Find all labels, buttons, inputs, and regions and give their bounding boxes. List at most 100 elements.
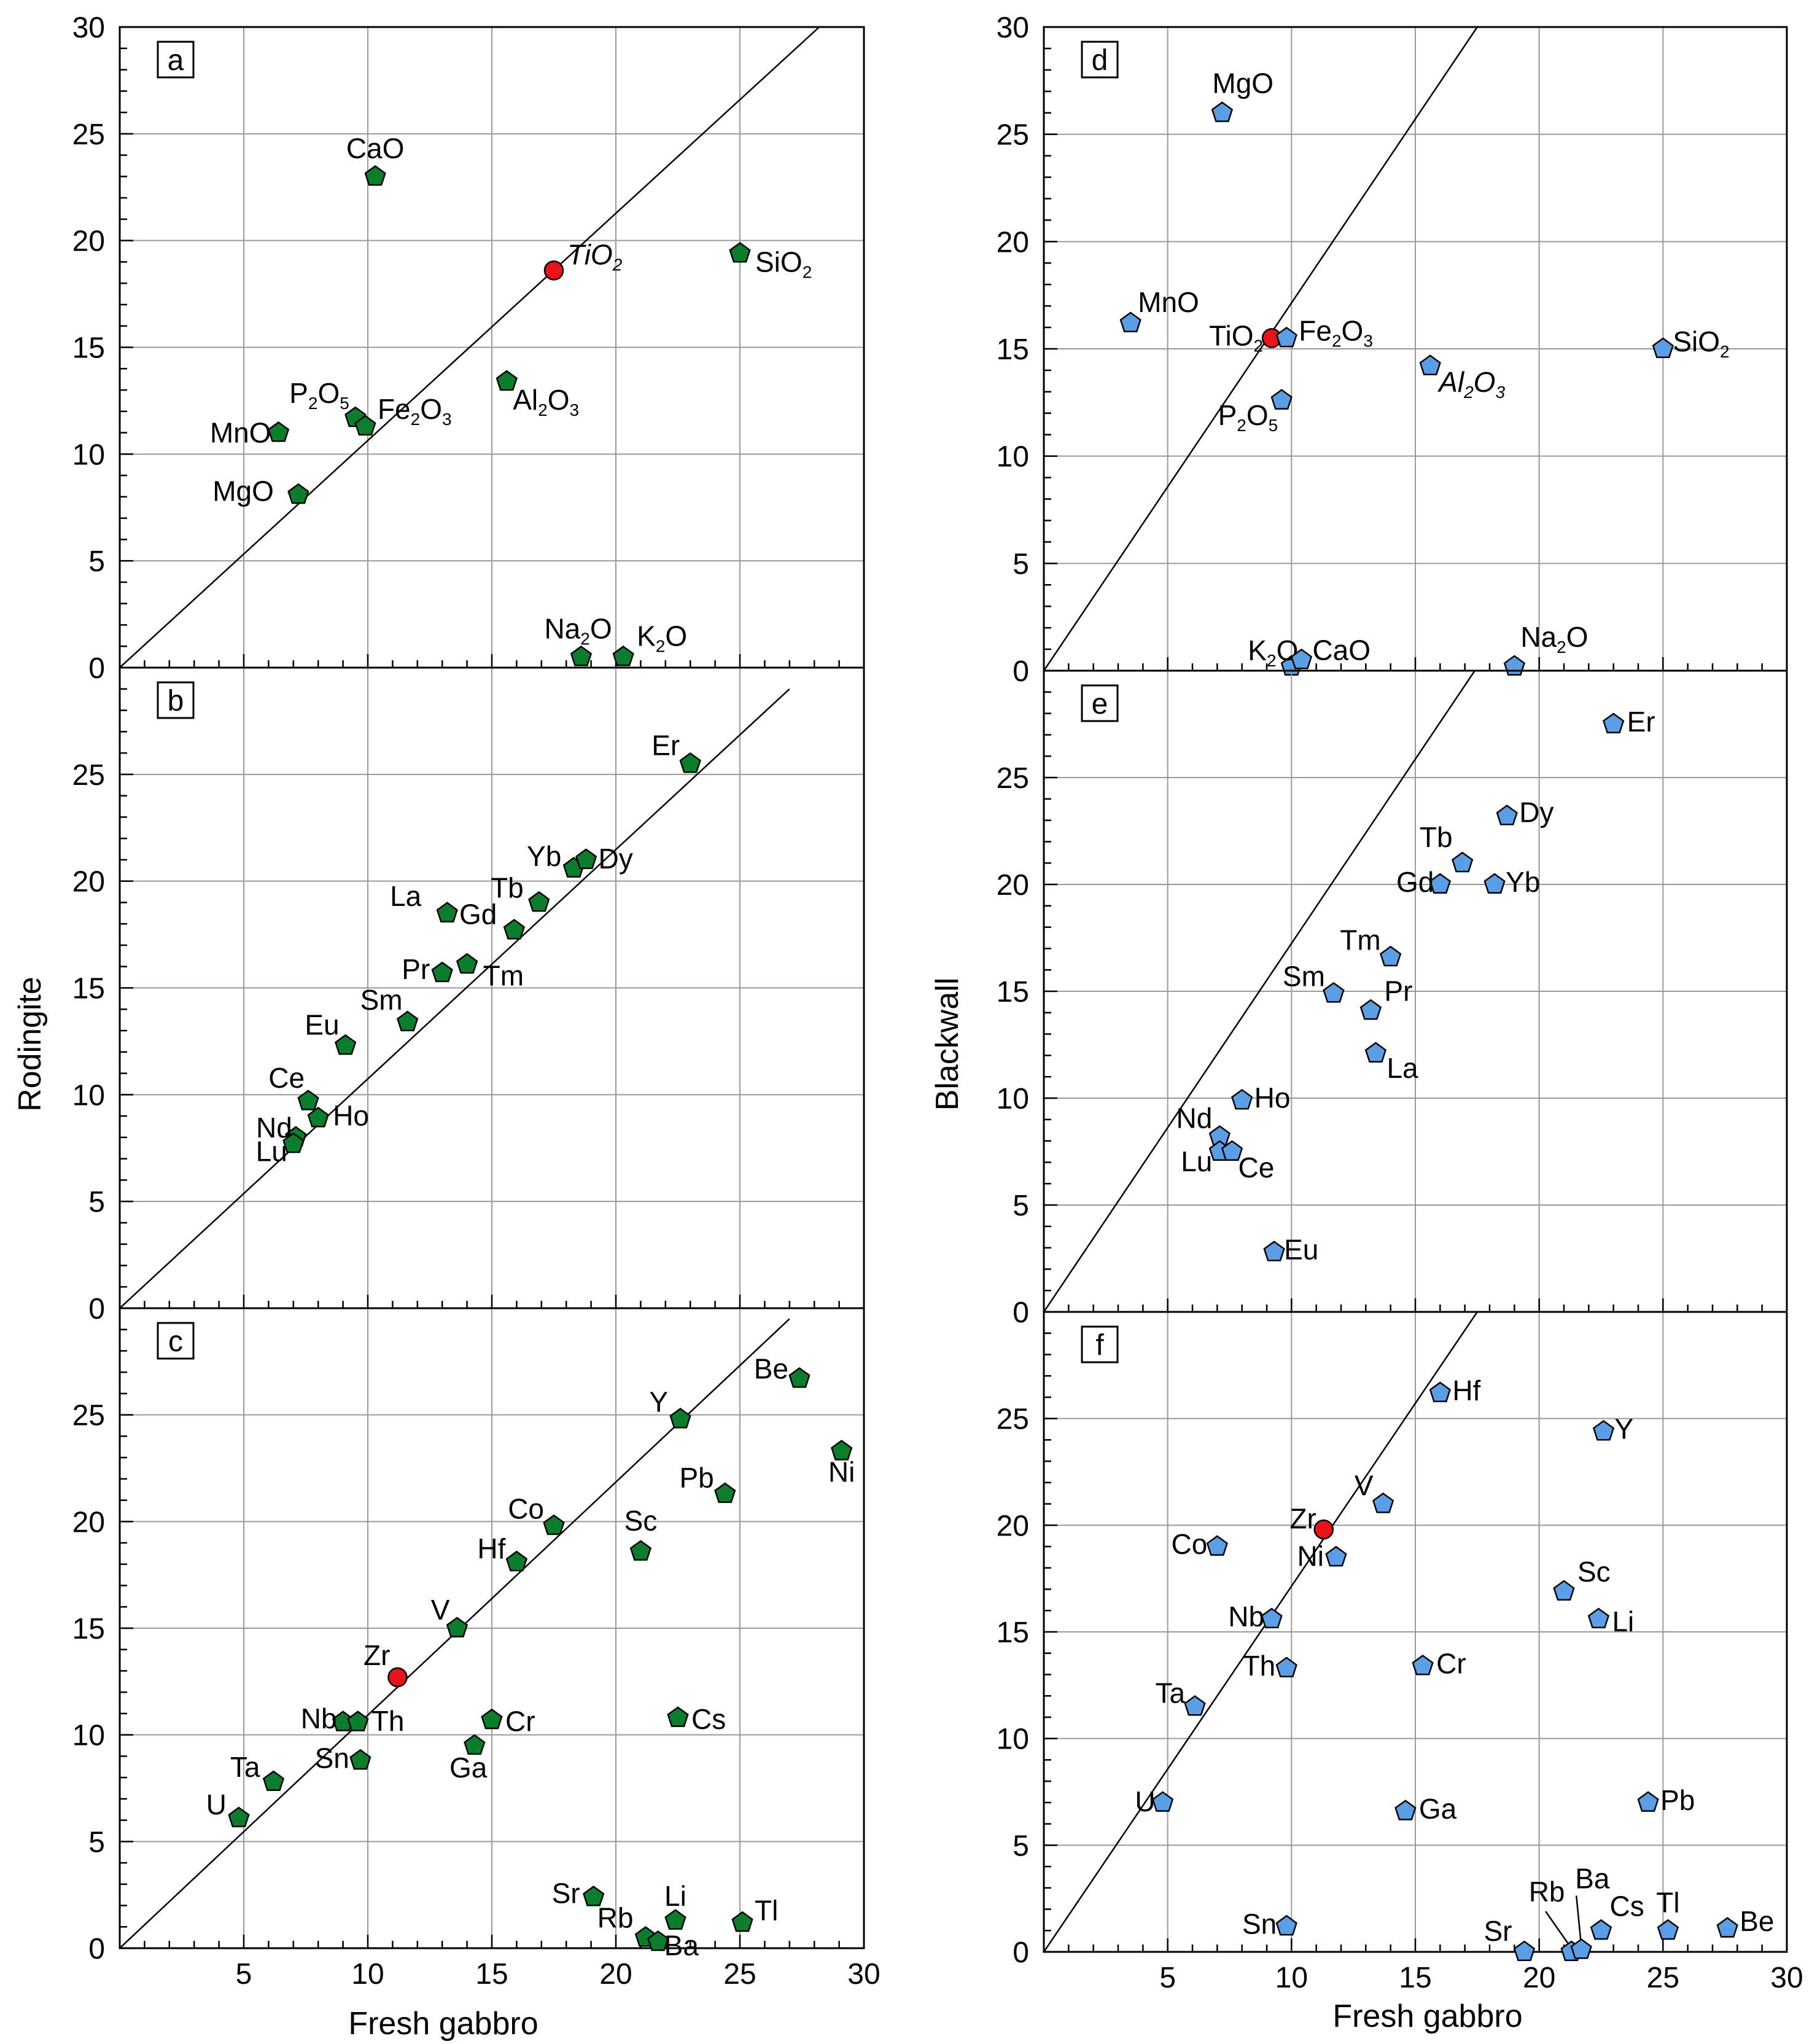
y-tick-label: 25 <box>72 759 105 792</box>
y-tick-label: 10 <box>72 1720 105 1752</box>
point-label: K2O <box>637 620 687 656</box>
y-tick-label: 15 <box>72 332 105 365</box>
label-text: O <box>1474 366 1496 398</box>
label-text: Nb <box>1228 1601 1264 1632</box>
point-label: Na2O <box>544 613 612 649</box>
label-text: MnO <box>210 417 271 449</box>
x-tick-label: 5 <box>1159 1962 1176 1994</box>
label-text: Tm <box>1340 924 1380 956</box>
label-text: V <box>431 1594 450 1626</box>
label-text: O <box>1246 399 1269 431</box>
point-f-nb <box>1261 1607 1283 1629</box>
point-d-al2o3 <box>1419 354 1441 375</box>
y-tick-label: 5 <box>1013 1190 1029 1222</box>
point-f-th <box>1275 1656 1297 1678</box>
point-label: Be <box>1740 1905 1774 1937</box>
point-label: Er <box>651 729 680 761</box>
label-text: Ho <box>1254 1082 1291 1114</box>
label-text: O <box>1566 621 1588 653</box>
point-label: Ga <box>1419 1793 1457 1825</box>
label-text: Lu <box>256 1135 287 1167</box>
subscript: 2 <box>656 637 666 656</box>
point-d-mno <box>1119 311 1141 333</box>
point-label: Hf <box>477 1532 505 1564</box>
label-text: Er <box>651 729 680 761</box>
point-e-gd <box>1429 873 1451 894</box>
point-d-mgo <box>1211 101 1234 122</box>
y-tick-label: 5 <box>88 1826 105 1859</box>
label-text: Ni <box>1297 1540 1323 1572</box>
label-text: SiO <box>1673 326 1720 357</box>
point-label: U <box>1135 1785 1155 1817</box>
point-c-sn <box>349 1749 371 1770</box>
point-label: Pr <box>402 953 430 985</box>
point-label: MnO <box>210 417 271 449</box>
subscript: 2 <box>308 394 318 413</box>
point-f-be <box>1716 1917 1738 1938</box>
label-text: Ga <box>449 1752 488 1784</box>
point-c-ga <box>464 1734 486 1755</box>
label-text: Yb <box>527 840 561 872</box>
y-tick-label: 5 <box>88 1186 105 1219</box>
point-label: Sn <box>315 1742 349 1774</box>
label-text: Nb <box>301 1703 337 1734</box>
point-label: Rb <box>597 1902 634 1934</box>
panel-letter: c <box>168 1325 183 1358</box>
y-tick-label: 0 <box>88 652 105 685</box>
label-text: Ga <box>1419 1793 1457 1825</box>
label-text: Co <box>1172 1528 1208 1560</box>
point-label: Ho <box>1254 1082 1291 1114</box>
point-label: Sc <box>1577 1556 1611 1588</box>
point-c-u <box>228 1806 250 1828</box>
label-text: Th <box>371 1705 405 1737</box>
label-text: TiO <box>1209 320 1253 352</box>
point-label: Cr <box>1436 1648 1466 1680</box>
x-tick-label: 25 <box>723 1958 756 1991</box>
point-label: Tm <box>483 959 524 991</box>
point-label: Pr <box>1384 975 1412 1007</box>
reference-line <box>120 688 790 1308</box>
panel-c: 0 5 10 15 20 25 5 10 15 20 25 30 c Be Y Ni Pb Co Sc Hf V Zr Nb… <box>72 1307 881 1991</box>
point-c-ba <box>647 1930 669 1951</box>
label-text: Ce <box>268 1062 305 1094</box>
point-label: MnO <box>1138 286 1199 318</box>
point-b-dy <box>575 848 597 869</box>
point-e-ce <box>1221 1140 1243 1161</box>
label-text: Dy <box>599 843 633 875</box>
point-a-tio2 <box>543 260 564 281</box>
label-text: Li <box>664 1880 686 1912</box>
label-text: Be <box>1740 1905 1774 1937</box>
point-label: Li <box>664 1880 686 1912</box>
point-f-ba <box>1570 1938 1592 1959</box>
label-text: O <box>665 620 687 652</box>
point-e-yb <box>1483 873 1506 894</box>
label-text: Zr <box>1289 1502 1316 1534</box>
reference-line <box>1044 671 1476 1312</box>
x-axis-label-left: Fresh gabbro <box>348 2006 538 2042</box>
label-text: Fe <box>378 393 411 425</box>
panel-letter: e <box>1092 688 1108 720</box>
label-text: Cr <box>505 1705 535 1737</box>
label-text: K <box>637 620 656 652</box>
point-label: Th <box>1243 1650 1276 1682</box>
point-label: Fe2O3 <box>378 393 452 429</box>
point-e-sm <box>1323 981 1345 1003</box>
label-text: Gd <box>459 899 497 930</box>
point-d-fe2o3 <box>1275 326 1297 348</box>
point-label: Be <box>754 1353 788 1385</box>
label-text: Y <box>1615 1413 1634 1445</box>
point-label: Ta <box>1155 1677 1185 1709</box>
y-tick-label: 15 <box>72 973 105 1005</box>
point-f-ta <box>1184 1695 1206 1716</box>
label-text: U <box>1135 1785 1155 1817</box>
label-text: Ta <box>1155 1677 1185 1709</box>
point-label: Ni <box>1297 1540 1323 1572</box>
label-text: CaO <box>1312 634 1371 666</box>
x-tick-label: 30 <box>1770 1962 1803 1994</box>
point-f-sr <box>1513 1940 1536 1962</box>
point-label: Sm <box>360 984 403 1016</box>
point-label: Gd <box>1396 866 1434 898</box>
point-label: K2O <box>1248 634 1298 670</box>
point-c-cr <box>481 1708 503 1730</box>
